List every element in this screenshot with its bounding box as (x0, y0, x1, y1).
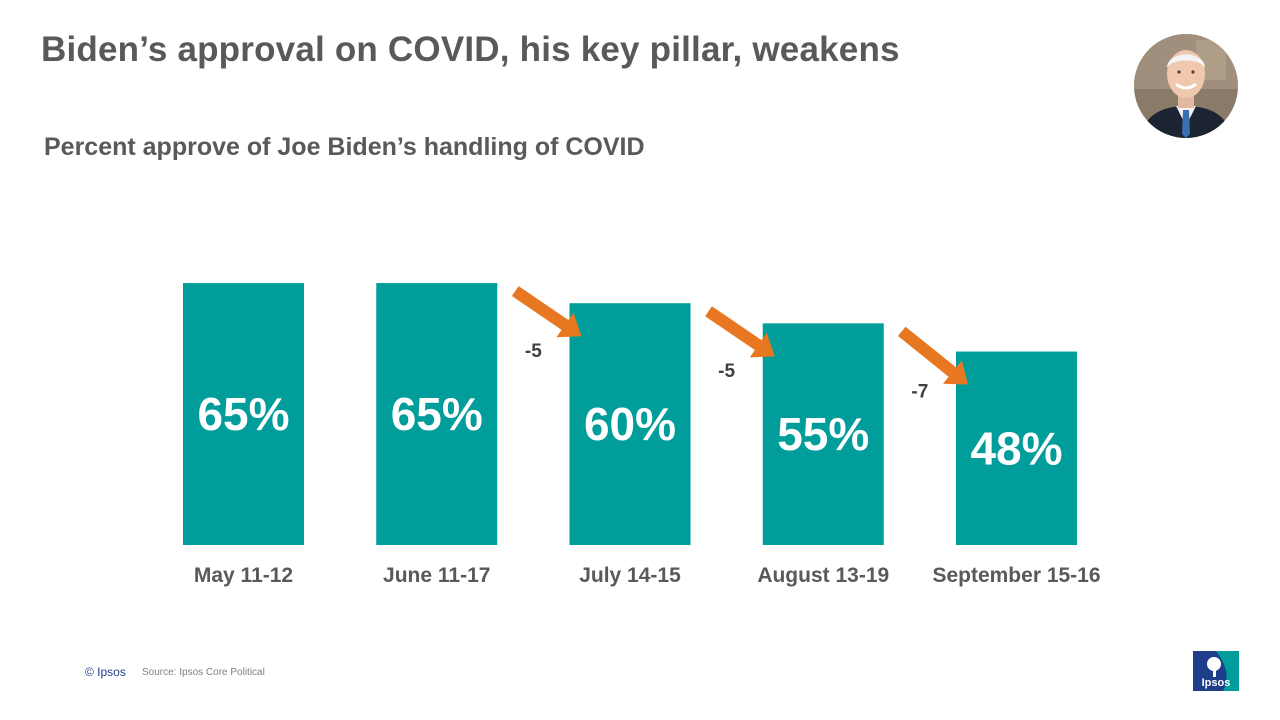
change-label: -5 (525, 341, 542, 362)
x-tick-label: July 14-15 (579, 564, 681, 587)
ipsos-logo: Ipsos (1193, 651, 1239, 691)
page-title: Biden’s approval on COVID, his key pilla… (41, 30, 900, 69)
bar-value-label: 65% (391, 388, 483, 440)
bar (762, 323, 884, 545)
bar-value-label: 60% (584, 398, 676, 450)
x-tick-label: August 13-19 (757, 564, 889, 587)
bar (956, 351, 1077, 545)
copyright-text: © Ipsos (85, 665, 126, 679)
bar (569, 303, 691, 545)
source-text: Source: Ipsos Core Political (142, 667, 265, 678)
decline-arrow-icon (511, 286, 582, 338)
bar-value-label: 65% (197, 388, 289, 440)
decline-arrow-icon (705, 306, 775, 358)
ipsos-logo-text: Ipsos (1202, 677, 1231, 689)
change-label: -5 (718, 361, 735, 382)
x-tick-label: May 11-12 (194, 564, 293, 587)
decline-arrow-icon (898, 326, 968, 385)
change-label: -7 (911, 381, 928, 402)
bar (183, 283, 304, 545)
x-tick-label: September 15-16 (932, 564, 1100, 587)
bar-value-label: 55% (777, 408, 869, 460)
x-tick-label: June 11-17 (383, 564, 490, 587)
chart-title: Percent approve of Joe Biden’s handling … (44, 133, 645, 161)
bar-value-label: 48% (970, 422, 1062, 474)
bar (376, 283, 498, 545)
